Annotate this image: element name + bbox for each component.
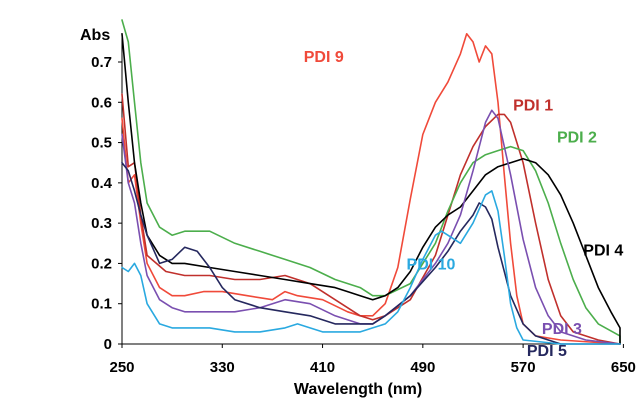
series-label-pdi-4: PDI 4	[583, 242, 623, 259]
x-tick-label: 650	[611, 359, 636, 376]
series-lines	[121, 19, 621, 345]
series-line-pdi-2	[121, 19, 621, 345]
x-ticks: 250330410490570650730	[109, 344, 636, 376]
x-tick-label: 330	[210, 359, 235, 376]
series-label-pdi-9: PDI 9	[304, 49, 344, 66]
series-line-pdi-10	[121, 190, 621, 345]
series-line-pdi-5	[121, 161, 621, 345]
series-label-pdi-10: PDI 10	[407, 256, 456, 273]
x-tick-label: 410	[310, 359, 335, 376]
y-tick-label: 0.7	[91, 54, 112, 71]
series-label-pdi-3: PDI 3	[542, 321, 582, 338]
y-tick-label: 0	[104, 336, 112, 353]
series-label-pdi-5: PDI 5	[527, 343, 567, 360]
series-label-pdi-1: PDI 1	[513, 97, 553, 114]
y-tick-label: 0.2	[91, 255, 112, 272]
x-tick-label: 250	[109, 359, 134, 376]
x-tick-label: 490	[410, 359, 435, 376]
y-axis-title: Abs	[80, 27, 110, 44]
y-tick-label: 0.5	[91, 135, 112, 152]
series-label-pdi-2: PDI 2	[557, 130, 597, 147]
y-tick-label: 0.6	[91, 94, 112, 111]
x-tick-label: 570	[511, 359, 536, 376]
x-axis-title: Wavelength (nm)	[294, 381, 422, 398]
series-line-pdi-9	[121, 33, 621, 345]
series-line-pdi-1	[121, 93, 621, 345]
y-tick-label: 0.4	[91, 175, 113, 192]
y-tick-label: 0.3	[91, 215, 112, 232]
axes	[121, 33, 620, 345]
series-line-pdi-3	[121, 109, 621, 345]
series-line-pdi-4	[121, 33, 621, 345]
y-tick-label: 0.1	[91, 296, 112, 313]
y-ticks: 0 0.1 0.2 0.3 0.4 0.5 0.6 0.7	[91, 54, 122, 353]
